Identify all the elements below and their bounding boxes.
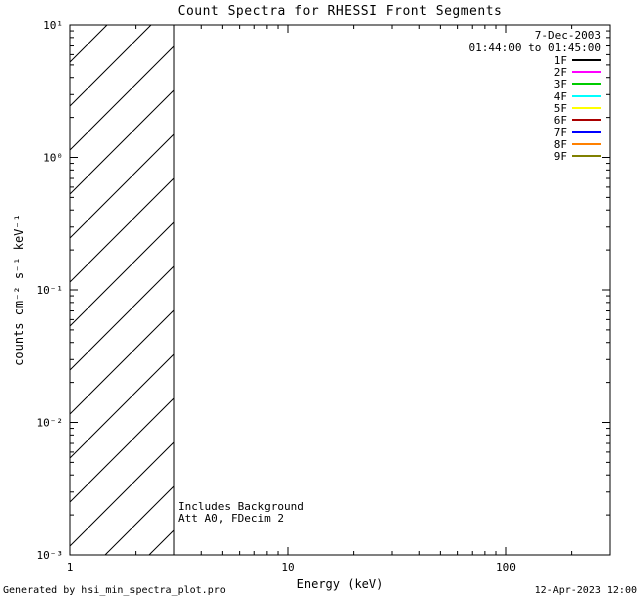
annotation-attenuator-state: Att A0, FDecim 2: [178, 512, 284, 525]
legend-entry-label: 5F: [554, 102, 567, 115]
hatch-fill: [70, 25, 175, 555]
annotation-includes-background: Includes Background: [178, 500, 304, 513]
legend-entry-label: 4F: [554, 90, 567, 103]
legend-date: 7-Dec-2003: [535, 29, 601, 42]
legend-entry-label: 6F: [554, 114, 567, 127]
legend-entry-label: 9F: [554, 150, 567, 163]
plot-title: Count Spectra for RHESSI Front Segments: [177, 4, 503, 19]
x-tick-label: 100: [496, 561, 516, 574]
hatch-region: [70, 25, 175, 555]
y-tick-label: 10⁻¹: [37, 284, 64, 297]
tick-labels: 1 10 100 10⁻³ 10⁻² 10⁻¹ 10⁰ 10¹: [37, 19, 516, 574]
y-axis-title: counts cm⁻² s⁻¹ keV⁻¹: [12, 214, 26, 366]
footer-timestamp: 12-Apr-2023 12:00: [534, 585, 637, 596]
legend-entry-label: 2F: [554, 66, 567, 79]
legend-time-range: 01:44:00 to 01:45:00: [469, 41, 601, 54]
y-tick-label: 10⁻²: [37, 417, 64, 430]
x-tick-label: 1: [67, 561, 74, 574]
legend-entry-label: 3F: [554, 78, 567, 91]
legend-entry-label: 1F: [554, 54, 567, 67]
axis-ticks: [69, 24, 611, 556]
y-tick-label: 10¹: [43, 19, 63, 32]
x-axis-title: Energy (keV): [296, 577, 384, 591]
footer-generated-by: Generated by hsi_min_spectra_plot.pro: [3, 585, 226, 596]
legend-entry-label: 8F: [554, 138, 567, 151]
x-tick-label: 10: [281, 561, 294, 574]
y-tick-label: 10⁰: [43, 152, 63, 165]
y-tick-label: 10⁻³: [37, 549, 64, 562]
legend-entry-label: 7F: [554, 126, 567, 139]
